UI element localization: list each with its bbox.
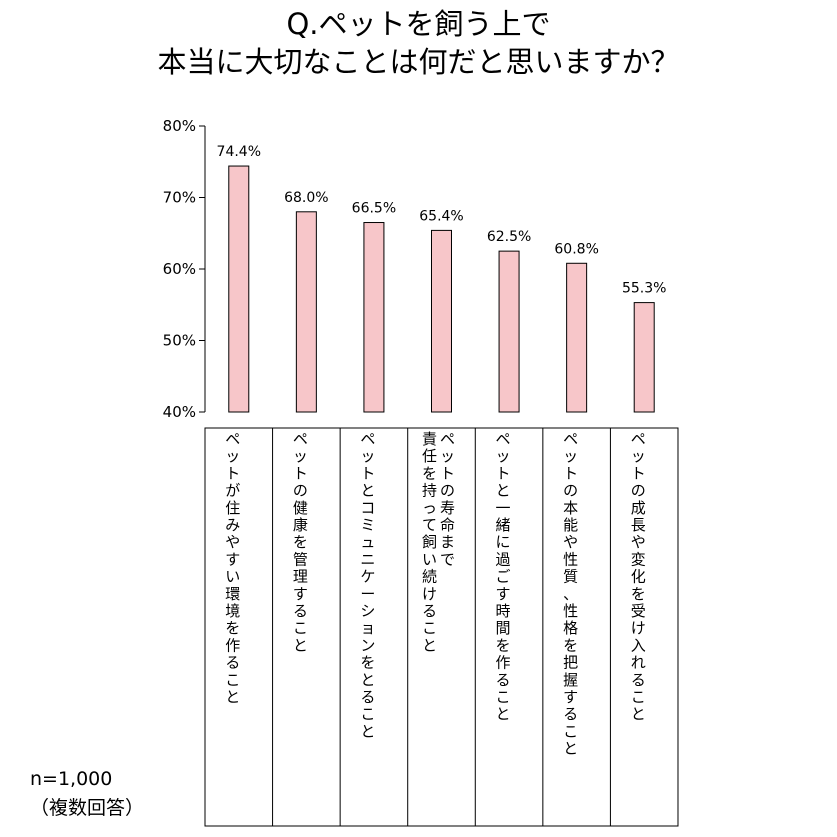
sample-size-note: n=1,000 xyxy=(30,768,113,790)
data-label: 62.5% xyxy=(487,229,531,245)
multiple-answer-note: （複数回答） xyxy=(30,797,145,819)
chart-title-line-1: Q.ペットを飼う上で xyxy=(286,7,551,41)
y-tick-label: 50% xyxy=(163,332,196,350)
bar xyxy=(498,250,520,413)
category-label: ペットの本能や性質、性格を把握すること xyxy=(563,430,578,758)
category-label: ペットの健康を管理すること xyxy=(293,430,308,654)
bar xyxy=(363,222,385,413)
category-label: ペットと一緒に過ごす時間を作ること xyxy=(496,430,511,723)
chart-title-line-2: 本当に大切なことは何だと思いますか？ xyxy=(157,45,680,79)
bar xyxy=(430,229,452,413)
category-label-box xyxy=(204,427,679,827)
category-label: ペットの成長や変化を受け入れること xyxy=(631,430,646,723)
y-tick-label: 80% xyxy=(163,117,196,135)
data-label: 74.4% xyxy=(217,144,261,160)
bar xyxy=(228,165,250,413)
category-label: ペットの寿命まで xyxy=(440,430,455,568)
category-label: ペットが住みやすい環境を作ること xyxy=(225,430,240,706)
y-tick-label: 70% xyxy=(163,189,196,207)
y-tick-label: 60% xyxy=(163,260,196,278)
data-label: 68.0% xyxy=(284,190,328,206)
bar xyxy=(566,262,588,413)
category-label: 責任を持って飼い続けること xyxy=(422,430,437,654)
data-label: 60.8% xyxy=(554,241,598,257)
bar xyxy=(295,211,317,413)
data-label: 65.4% xyxy=(419,208,463,224)
data-label: 66.5% xyxy=(352,201,396,217)
bar xyxy=(633,302,655,413)
data-label: 55.3% xyxy=(622,281,666,297)
y-tick-label: 40% xyxy=(163,403,196,421)
category-label: ペットとコミュニケーションをとること xyxy=(360,430,375,740)
